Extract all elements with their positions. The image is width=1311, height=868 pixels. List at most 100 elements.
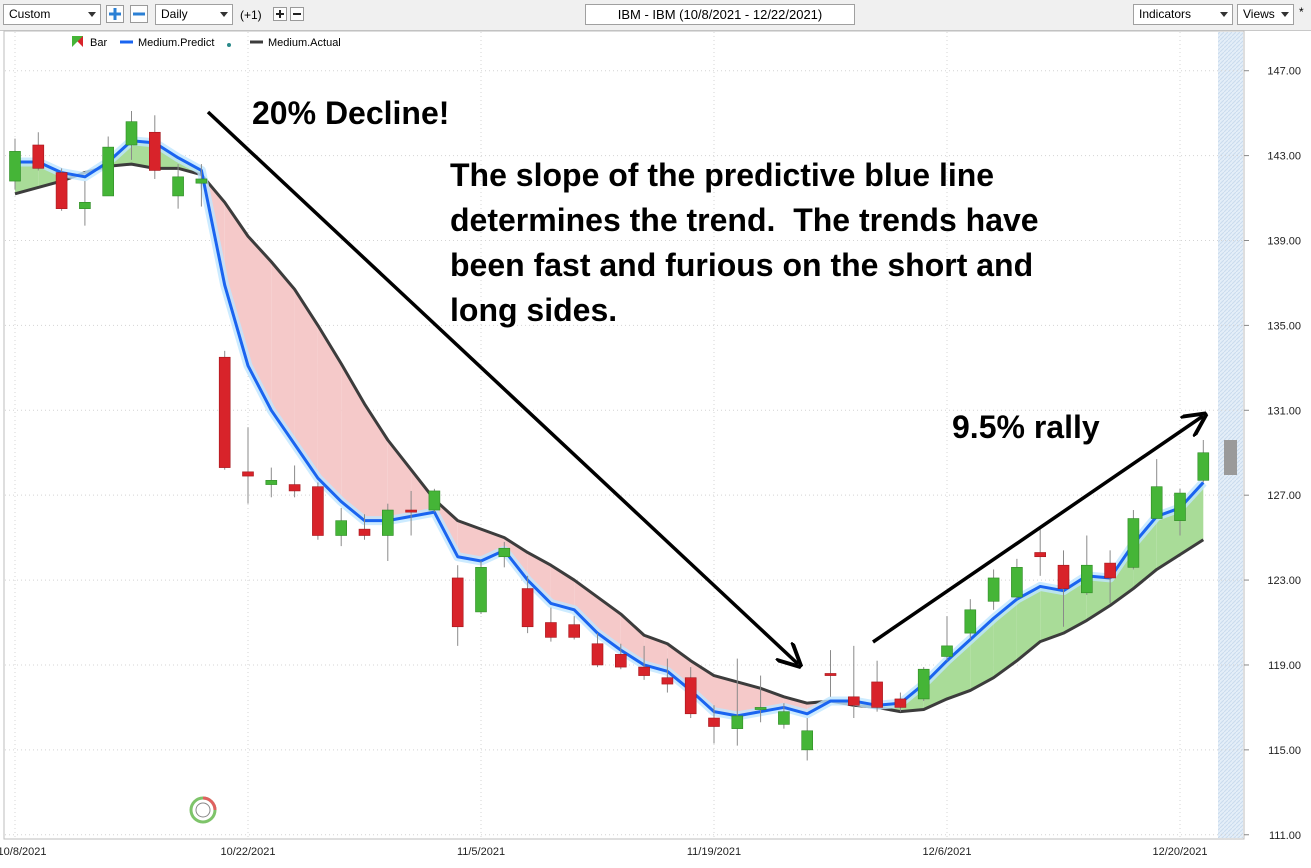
candle-body [871, 681, 883, 708]
candle-body [1081, 564, 1093, 594]
trend-band [131, 140, 155, 169]
legend-label: Bar [90, 37, 107, 49]
trend-band [271, 261, 295, 445]
note-line: long sides. [450, 292, 617, 328]
note-line: determines the trend. The trends have [450, 202, 1039, 238]
future-zone [1218, 32, 1243, 838]
candle-body [545, 622, 557, 638]
rally-note: 9.5% rally [952, 409, 1100, 445]
trend-band [224, 202, 248, 366]
candle-body [498, 547, 511, 558]
trend-band [411, 469, 435, 517]
candle-body [1057, 564, 1070, 589]
candle-body [242, 471, 254, 477]
chart-title-box: IBM - IBM (10/8/2021 - 12/22/2021) [585, 4, 855, 25]
candle-body [335, 520, 348, 536]
y-tick-label: 139.00 [1267, 236, 1301, 248]
candle-body [894, 698, 907, 708]
candle-body [778, 711, 790, 725]
candle-body [1011, 567, 1023, 598]
candle-body [265, 480, 278, 485]
candle-body [1150, 486, 1163, 519]
toolbar: Custom Daily (+1) IBM - IBM (10/8/2021 -… [0, 0, 1311, 31]
candle-body [941, 645, 953, 657]
y-tick-label: 115.00 [1268, 745, 1301, 757]
candle-body [1127, 518, 1140, 568]
trend-band [1086, 575, 1111, 621]
x-tick-label: 11/19/2021 [687, 846, 741, 858]
last-price-marker [1224, 440, 1237, 475]
offset-label: (+1) [240, 8, 262, 22]
candle-body [149, 131, 161, 171]
plot-area [3, 30, 1245, 840]
range-select[interactable]: Custom [3, 4, 101, 25]
x-tick-label: 11/5/2021 [457, 846, 505, 858]
candle-body [32, 144, 45, 169]
trend-band [457, 520, 481, 561]
candle-body [55, 172, 68, 209]
candle-body [847, 696, 860, 706]
candle-body [125, 121, 138, 146]
candle-body [381, 509, 394, 536]
series-line [15, 139, 1205, 718]
candle-body [638, 666, 650, 676]
candle-body [172, 176, 184, 197]
candle-body [824, 673, 837, 676]
x-tick-label: 10/8/2021 [0, 846, 46, 858]
legend-label: Medium.Predict [138, 37, 214, 49]
y-tick-label: 119.00 [1268, 660, 1301, 672]
legend: Bar Medium.Predict Medium.Actual [72, 36, 341, 49]
trend-band [387, 440, 412, 521]
candle-body [405, 509, 417, 513]
zoom-out-button[interactable] [130, 5, 148, 23]
candle-body [964, 609, 977, 634]
candle-body [568, 624, 581, 638]
candle-body [754, 707, 767, 710]
trend-band [714, 675, 738, 716]
trend-band [317, 325, 342, 502]
candle-body [9, 151, 21, 182]
candle-body [218, 356, 231, 468]
views-label: Views [1243, 7, 1275, 21]
candle-body [451, 577, 464, 628]
interval-select[interactable]: Daily [155, 4, 233, 25]
candle-body [428, 490, 441, 511]
candle-body [614, 654, 627, 668]
y-tick-label: 147.00 [1267, 66, 1301, 78]
candle-body [1197, 452, 1210, 481]
trend-band [294, 289, 318, 479]
candle-body [708, 717, 720, 727]
trend-band [527, 552, 551, 604]
candle-body [1034, 552, 1046, 558]
offset-minus-button[interactable] [290, 7, 304, 21]
trend-band [947, 639, 971, 699]
y-tick-label: 123.00 [1267, 575, 1301, 587]
candle-body [801, 730, 814, 751]
x-tick-label: 10/22/2021 [220, 846, 275, 858]
annotations: 20% Decline! The slope of the predictive… [206, 95, 1203, 664]
trend-band [1156, 507, 1180, 570]
trend-band [15, 161, 39, 194]
legend-dot [227, 43, 231, 47]
series-line [14, 162, 1205, 714]
candle-body [591, 643, 604, 666]
candle-body [358, 528, 371, 536]
candle-body [475, 567, 487, 613]
range-select-label: Custom [9, 7, 51, 21]
decline-arrow [206, 110, 798, 664]
indicators-select[interactable]: Indicators [1133, 4, 1233, 25]
note-line: The slope of the predictive blue line [450, 157, 994, 193]
trend-band [341, 363, 365, 521]
candle-body [1174, 492, 1186, 521]
y-tick-label: 131.00 [1267, 405, 1301, 417]
trend-band [550, 565, 575, 610]
zoom-in-button[interactable] [106, 5, 124, 23]
trend-band [248, 236, 272, 411]
trend-band [1016, 586, 1041, 661]
y-tick-label: 143.00 [1267, 151, 1301, 163]
views-select[interactable]: Views [1237, 4, 1294, 25]
money-icon [189, 796, 217, 824]
offset-plus-button[interactable] [273, 7, 287, 21]
